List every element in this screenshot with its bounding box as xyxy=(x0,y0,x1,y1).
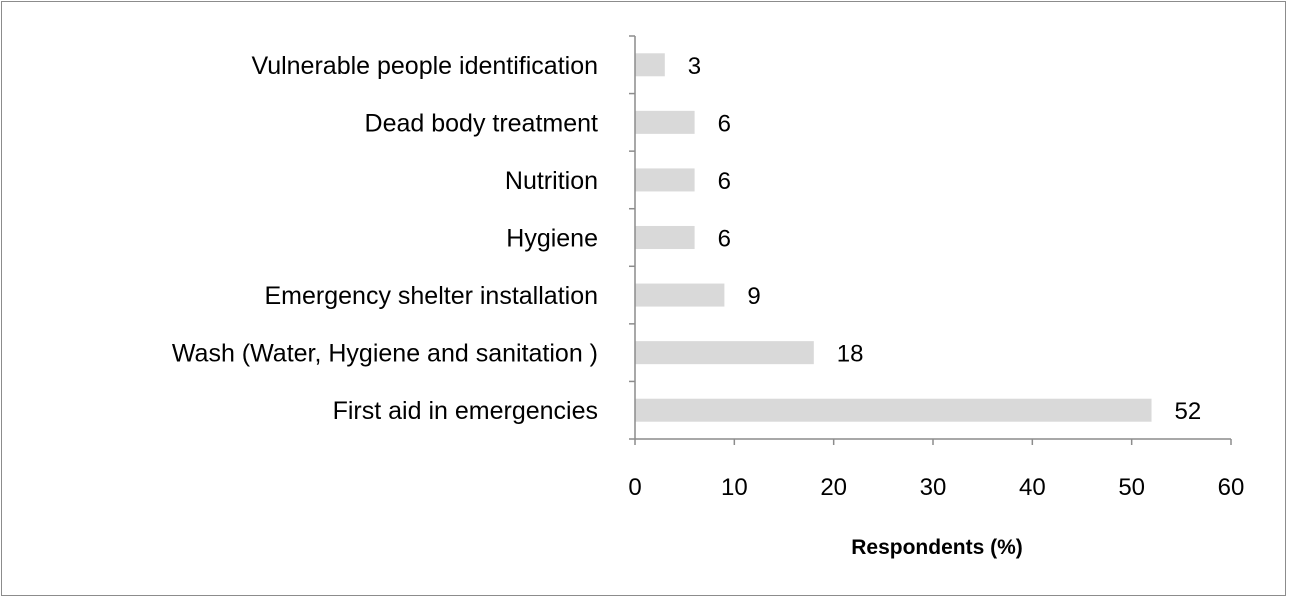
value-label-nutrition: 6 xyxy=(718,168,731,195)
bar-dead-body-treatment xyxy=(635,110,695,134)
x-tick-label-20: 20 xyxy=(820,474,847,501)
value-label-emergency-shelter-installation: 9 xyxy=(747,283,760,310)
value-label-dead-body-treatment: 6 xyxy=(718,110,731,137)
category-label-emergency-shelter-installation: Emergency shelter installation xyxy=(265,282,599,310)
bar-vulnerable-people-identification xyxy=(635,53,665,77)
x-tick-label-50: 50 xyxy=(1118,474,1145,501)
x-tick-label-0: 0 xyxy=(628,474,641,501)
x-tick-label-40: 40 xyxy=(1019,474,1046,501)
value-label-wash-water-hygiene-and-sanitation: 18 xyxy=(837,341,864,368)
category-label-wash-water-hygiene-and-sanitation: Wash (Water, Hygiene and sanitation ) xyxy=(172,340,598,368)
x-tick-label-30: 30 xyxy=(920,474,947,501)
bar-first-aid-in-emergencies xyxy=(635,398,1152,422)
category-label-vulnerable-people-identification: Vulnerable people identification xyxy=(251,52,598,80)
value-label-first-aid-in-emergencies: 52 xyxy=(1175,398,1202,425)
category-label-dead-body-treatment: Dead body treatment xyxy=(365,109,599,137)
bar-emergency-shelter-installation xyxy=(635,283,725,307)
bar-hygiene xyxy=(635,225,695,250)
value-label-vulnerable-people-identification: 3 xyxy=(688,53,701,80)
category-label-nutrition: Nutrition xyxy=(505,167,598,195)
bar-wash-water-hygiene-and-sanitation xyxy=(635,341,814,365)
bar-nutrition xyxy=(635,168,695,192)
category-label-first-aid-in-emergencies: First aid in emergencies xyxy=(333,397,598,425)
category-label-hygiene: Hygiene xyxy=(506,225,598,253)
x-tick-label-60: 60 xyxy=(1218,474,1245,501)
x-tick-label-10: 10 xyxy=(721,474,748,501)
x-axis-label: Respondents (%) xyxy=(851,536,1023,559)
value-label-hygiene: 6 xyxy=(718,226,731,253)
